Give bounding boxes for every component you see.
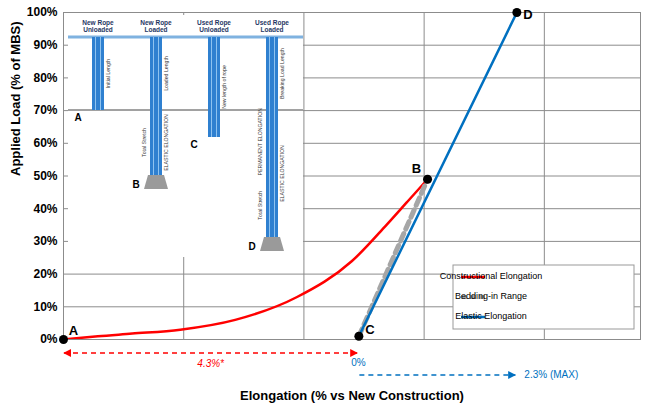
svg-text:A: A: [74, 112, 81, 123]
svg-text:Unloaded: Unloaded: [83, 26, 113, 33]
svg-text:C: C: [190, 139, 197, 150]
svg-text:20%: 20%: [33, 267, 57, 281]
svg-text:4.3%*: 4.3%*: [197, 358, 225, 369]
svg-text:Constructional Elongation: Constructional Elongation: [440, 271, 543, 281]
svg-text:D: D: [248, 241, 255, 252]
svg-text:Used Rope: Used Rope: [197, 18, 231, 26]
svg-text:Applied Load (% of MBS): Applied Load (% of MBS): [8, 21, 23, 176]
svg-text:New length of rope: New length of rope: [221, 65, 227, 109]
svg-text:Total Stretch: Total Stretch: [257, 191, 263, 220]
svg-text:C: C: [365, 322, 375, 337]
svg-text:Elastic Elongation: Elastic Elongation: [455, 311, 527, 321]
svg-text:60%: 60%: [33, 136, 57, 150]
svg-text:Loaded Length: Loaded Length: [163, 56, 169, 91]
svg-text:100%: 100%: [27, 5, 58, 19]
svg-text:70%: 70%: [33, 103, 57, 117]
svg-text:ELASTIC ELONGATION: ELASTIC ELONGATION: [279, 145, 285, 202]
svg-text:0%: 0%: [351, 357, 366, 368]
svg-text:PERMANENT ELONGATION: PERMANENT ELONGATION: [257, 108, 263, 176]
svg-text:Loaded: Loaded: [144, 26, 167, 33]
svg-text:B: B: [132, 179, 139, 190]
svg-text:New Rope: New Rope: [82, 18, 114, 26]
svg-text:A: A: [69, 323, 79, 338]
svg-text:Breaking Load Length: Breaking Load Length: [279, 48, 285, 99]
svg-text:Loaded: Loaded: [260, 26, 283, 33]
svg-text:Unloaded: Unloaded: [199, 26, 229, 33]
svg-text:10%: 10%: [33, 300, 57, 314]
svg-text:90%: 90%: [33, 38, 57, 52]
svg-text:50%: 50%: [33, 169, 57, 183]
svg-text:B: B: [412, 161, 421, 176]
svg-text:80%: 80%: [33, 71, 57, 85]
svg-text:ELASTIC ELONGATION: ELASTIC ELONGATION: [163, 114, 169, 171]
svg-text:D: D: [523, 7, 532, 22]
svg-text:New Rope: New Rope: [140, 18, 172, 26]
svg-text:Total Stretch: Total Stretch: [141, 128, 147, 157]
svg-text:0%: 0%: [40, 332, 58, 346]
svg-text:2.3% (MAX): 2.3% (MAX): [524, 369, 578, 380]
svg-text:Used Rope: Used Rope: [255, 18, 289, 26]
svg-text:Initial Length: Initial Length: [105, 59, 111, 89]
svg-text:40%: 40%: [33, 202, 57, 216]
svg-text:Elongation (% vs New Construct: Elongation (% vs New Construction): [240, 388, 464, 403]
svg-text:30%: 30%: [33, 234, 57, 248]
svg-text:Bedding-in Range: Bedding-in Range: [455, 291, 527, 301]
